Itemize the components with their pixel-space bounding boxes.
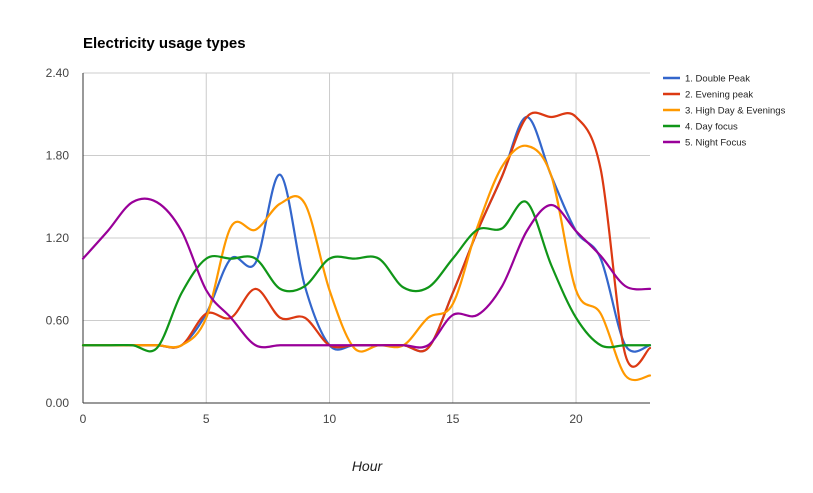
x-tick-label: 20 [569,412,583,426]
axes: 0.00 0.60 1.20 1.80 2.40 0 5 10 15 20 [46,66,650,426]
chart-title: Electricity usage types [83,35,246,52]
x-axis-title: Hour [352,458,384,474]
series-line-4 [81,200,652,353]
legend-label: 1. Double Peak [685,74,750,85]
y-tick-label: 0.00 [46,396,70,410]
legend: 1. Double Peak 2. Evening peak 3. High Day… [663,74,786,149]
x-tick-label: 0 [80,412,87,426]
legend-label: 5. Night Focus [685,138,746,149]
gridlines [83,72,650,403]
y-tick-label: 0.60 [46,314,70,328]
y-tick-label: 1.20 [46,231,70,245]
x-tick-label: 10 [323,412,337,426]
y-tick-label: 1.80 [46,149,70,163]
legend-label: 2. Evening peak [685,90,753,101]
series-line-3 [81,144,652,382]
legend-label: 3. High Day & Evenings [685,106,786,117]
series-line-5 [81,197,652,349]
x-tick-label: 15 [446,412,460,426]
y-tick-label: 2.40 [46,66,70,80]
x-tick-label: 5 [203,412,210,426]
legend-label: 4. Day focus [685,122,738,133]
series-lines [81,111,652,382]
